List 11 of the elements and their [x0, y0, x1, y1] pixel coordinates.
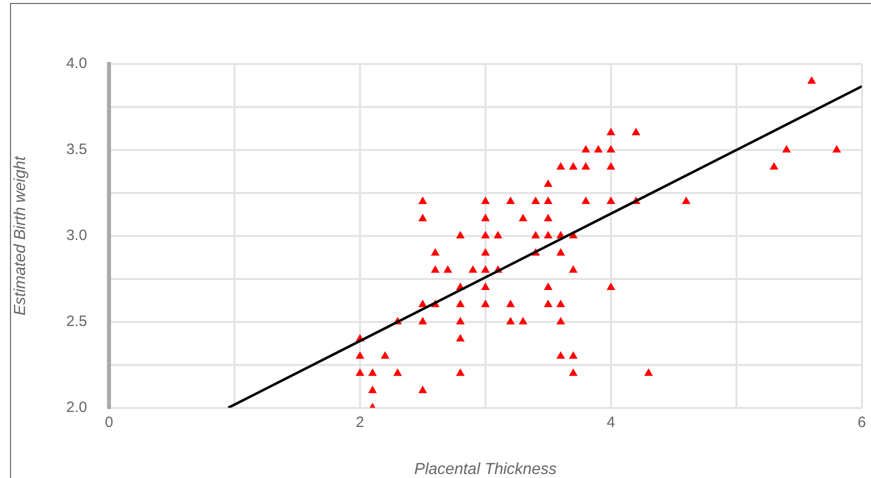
y-tick-label: 2.0 — [66, 398, 88, 416]
x-axis-title: Placental Thickness — [414, 460, 557, 478]
y-tick-label: 3.0 — [66, 227, 88, 244]
x-tick-label: 0 — [104, 414, 114, 431]
x-tick-label: 6 — [858, 414, 866, 431]
y-axis-title: Estimated Birth weight — [12, 156, 30, 316]
y-tick-label: 4.0 — [66, 55, 88, 72]
y-tick-label: 2.5 — [66, 312, 88, 330]
x-tick-label: 2 — [356, 414, 364, 431]
x-tick-label: 4 — [606, 414, 616, 431]
y-tick-label: 3.5 — [66, 141, 88, 158]
